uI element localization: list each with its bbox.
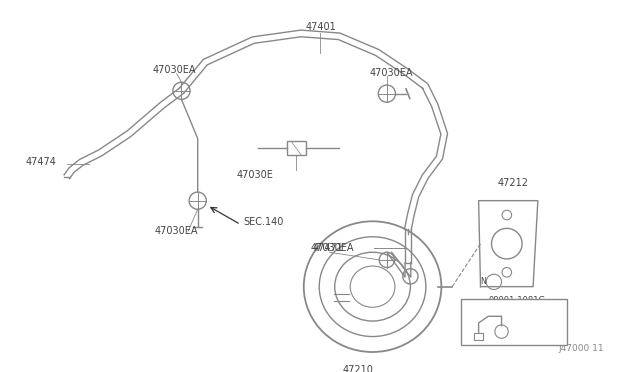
Text: SEC.140: SEC.140 — [244, 217, 284, 227]
Bar — [474, 333, 483, 340]
Text: ACC: ACC — [469, 304, 489, 314]
Text: 47030E: 47030E — [237, 170, 274, 180]
Text: 47210: 47210 — [343, 365, 374, 372]
Text: 47030EA: 47030EA — [310, 243, 354, 253]
Text: 47030EA: 47030EA — [155, 226, 198, 236]
Text: 47212: 47212 — [497, 179, 528, 189]
Bar — [287, 141, 306, 155]
Text: 47401: 47401 — [306, 22, 337, 32]
Text: 47020W: 47020W — [511, 323, 552, 333]
Text: 47030EA: 47030EA — [153, 65, 196, 75]
Text: 08991-1081G: 08991-1081G — [488, 296, 545, 305]
Text: 47474: 47474 — [26, 157, 56, 167]
Text: (4): (4) — [504, 306, 515, 315]
Text: J47000 11: J47000 11 — [559, 344, 605, 353]
Text: N: N — [481, 278, 486, 286]
Bar — [461, 299, 566, 345]
Text: 47471: 47471 — [312, 243, 343, 253]
Text: 47030EA: 47030EA — [370, 68, 413, 78]
